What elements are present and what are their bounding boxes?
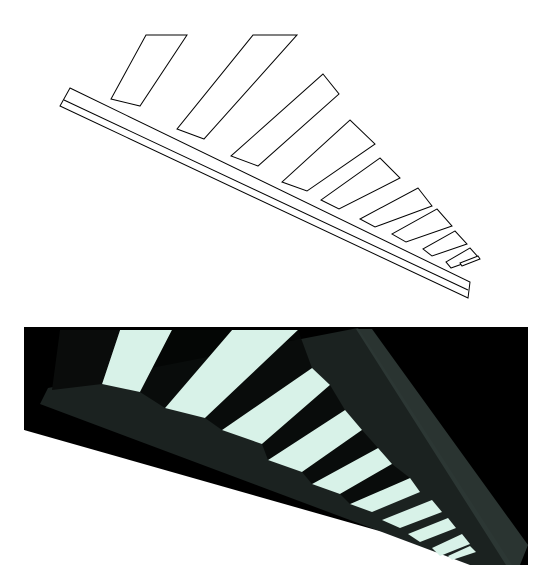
line-slat-5 xyxy=(320,157,401,210)
photo-dark-beam-1 xyxy=(140,330,232,408)
photo-slat-1 xyxy=(102,330,172,392)
photo-slat-9 xyxy=(432,534,470,556)
photo-dark-beam-5 xyxy=(340,464,410,504)
photo-slat-6 xyxy=(350,478,420,512)
photo-dark-beam-3 xyxy=(262,385,345,460)
photo-dark-beam-2 xyxy=(205,330,312,430)
line-slat-9 xyxy=(445,247,480,269)
line-slat-6 xyxy=(358,187,433,228)
line-slat-8 xyxy=(422,230,468,257)
photo-slat-10 xyxy=(448,546,476,560)
line-slat-4 xyxy=(281,119,376,192)
photo-beam-edge xyxy=(356,329,528,565)
line-slat-3 xyxy=(230,73,340,167)
line-slat-1 xyxy=(110,34,188,107)
photo-left-beam xyxy=(52,330,120,390)
photo-slat-7 xyxy=(382,500,442,528)
base-plate-inner-edge xyxy=(63,99,469,291)
photo-dark-beam-4 xyxy=(302,430,378,484)
photo-slat-4 xyxy=(268,410,362,472)
photo-slat-3 xyxy=(222,368,330,444)
photo-panel xyxy=(24,327,528,565)
line-slat-7 xyxy=(390,208,453,243)
line-drawing-panel xyxy=(59,34,481,299)
photo-slat-8 xyxy=(408,518,456,542)
line-slat-10 xyxy=(459,255,481,267)
photo-slat-5 xyxy=(312,448,392,494)
photo-slat-2 xyxy=(165,330,298,418)
line-slat-2 xyxy=(176,34,299,140)
photo-cutout-edge xyxy=(24,430,460,565)
base-plate-outline xyxy=(59,87,471,299)
